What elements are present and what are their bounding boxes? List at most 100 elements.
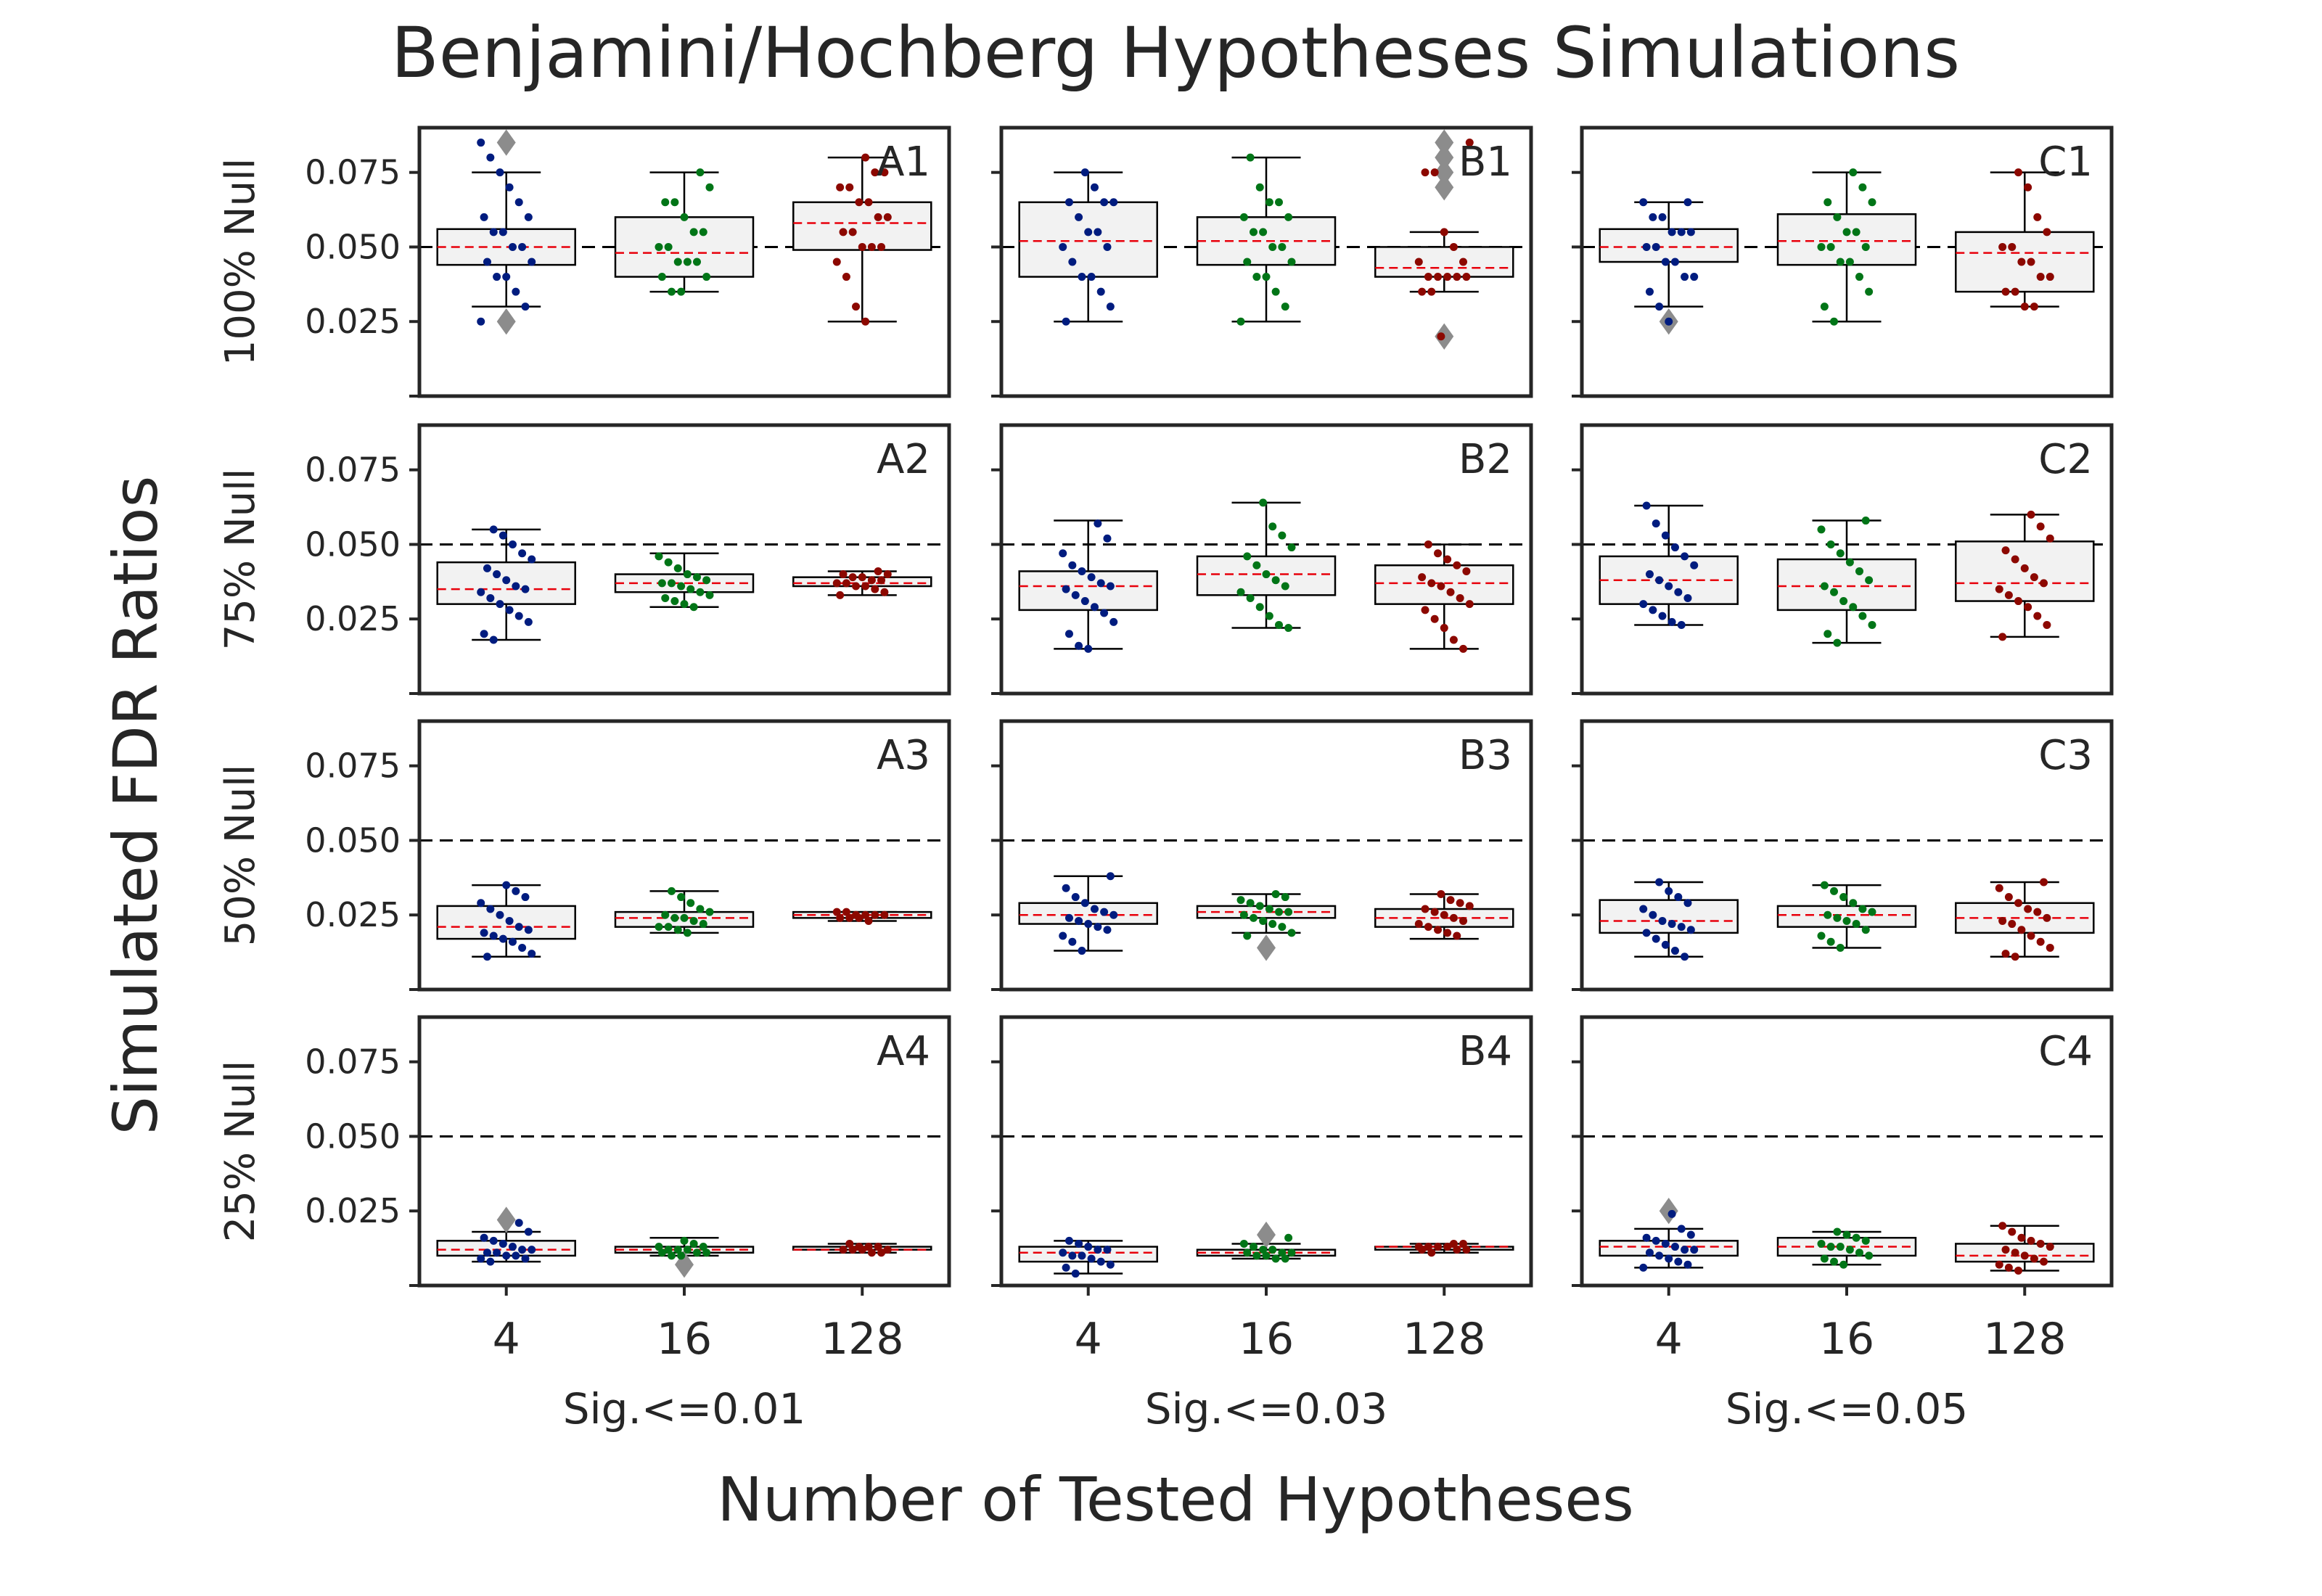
data-point (1849, 899, 1858, 908)
box-128 (1374, 129, 1514, 350)
data-point (705, 183, 714, 192)
data-point (1998, 916, 2007, 925)
data-point (1271, 287, 1280, 296)
data-point (1087, 273, 1096, 281)
data-point (1062, 317, 1070, 326)
data-point (1252, 273, 1261, 281)
data-point (1090, 905, 1099, 913)
data-point (877, 576, 886, 585)
data-point (1449, 242, 1458, 251)
data-point (852, 303, 861, 311)
data-point (1080, 168, 1089, 177)
box-16 (1196, 498, 1337, 633)
data-point (2011, 287, 2019, 296)
data-point (1071, 1270, 1080, 1278)
data-point (1453, 1246, 1461, 1254)
data-point (1075, 1239, 1083, 1248)
data-point (867, 1249, 876, 1257)
panel-frame (417, 423, 951, 696)
data-point (1459, 916, 1468, 925)
data-point (505, 183, 514, 192)
data-point (683, 929, 692, 937)
data-point (528, 555, 536, 564)
data-point (2036, 937, 2045, 946)
data-point (1281, 303, 1289, 311)
data-point (670, 913, 679, 922)
data-point (1830, 887, 1838, 895)
data-point (1677, 923, 1686, 931)
data-point (1861, 242, 1870, 251)
data-point (689, 916, 698, 925)
data-point (1259, 916, 1268, 925)
data-point (518, 943, 527, 952)
data-point (1084, 1243, 1093, 1251)
data-point (1246, 899, 1255, 908)
data-point (1250, 1243, 1258, 1251)
data-point (1839, 893, 1848, 902)
data-point (655, 552, 663, 561)
data-point (1830, 588, 1838, 596)
data-point (2014, 597, 2023, 606)
x-tick-label: 16 (1819, 1314, 1874, 1365)
row-label: 25% Null (217, 1061, 264, 1243)
data-point (1833, 913, 1842, 922)
data-point (1430, 908, 1439, 916)
panel-label: B3 (1459, 732, 1512, 779)
panel-C1: C1 (1572, 126, 2114, 398)
y-tick-label: 0.075 (305, 451, 401, 490)
data-point (1852, 920, 1861, 929)
data-point (845, 913, 854, 922)
outlier-marker (1659, 1198, 1678, 1225)
data-point (493, 1249, 501, 1257)
data-point (1642, 501, 1651, 510)
data-point (1236, 317, 1245, 326)
data-point (1855, 1249, 1863, 1257)
data-point (664, 923, 673, 931)
data-point (1833, 1227, 1842, 1236)
data-point (1830, 1257, 1838, 1266)
box-iqr (1018, 570, 1158, 612)
data-point (1830, 317, 1838, 326)
data-point (2024, 183, 2032, 192)
data-point (1674, 893, 1683, 902)
box-16 (614, 1236, 755, 1278)
data-point (1852, 1233, 1861, 1242)
data-point (1252, 561, 1261, 569)
data-point (499, 531, 507, 540)
data-point (1998, 242, 2007, 251)
y-tick-label: 0.050 (305, 1116, 401, 1156)
data-point (1855, 273, 1863, 281)
data-point (1078, 1251, 1086, 1260)
data-point (1236, 896, 1245, 905)
data-point (705, 591, 714, 599)
data-point (661, 910, 670, 919)
data-point (1068, 258, 1077, 266)
data-point (1833, 638, 1842, 647)
data-point (502, 576, 511, 585)
data-point (477, 1254, 485, 1263)
data-point (1817, 242, 1826, 251)
data-point (2033, 908, 2042, 916)
data-point (2040, 1257, 2048, 1266)
data-point (1446, 896, 1455, 905)
data-point (1100, 198, 1109, 207)
data-point (512, 1251, 520, 1260)
data-point (1677, 228, 1686, 236)
data-point (1823, 630, 1832, 638)
data-point (2001, 950, 2010, 958)
data-point (1427, 287, 1436, 296)
data-point (1639, 1263, 1648, 1272)
data-point (696, 588, 705, 596)
data-point (1094, 1246, 1102, 1254)
data-point (848, 228, 857, 236)
data-point (514, 1219, 523, 1227)
x-axis-label: Number of Tested Hypotheses (717, 1464, 1634, 1535)
data-point (508, 1243, 517, 1251)
data-point (483, 258, 491, 266)
box-128 (1374, 889, 1514, 940)
data-point (1259, 228, 1268, 236)
data-point (521, 303, 530, 311)
data-point (832, 579, 841, 588)
data-point (2014, 1266, 2023, 1275)
data-point (668, 1251, 676, 1260)
